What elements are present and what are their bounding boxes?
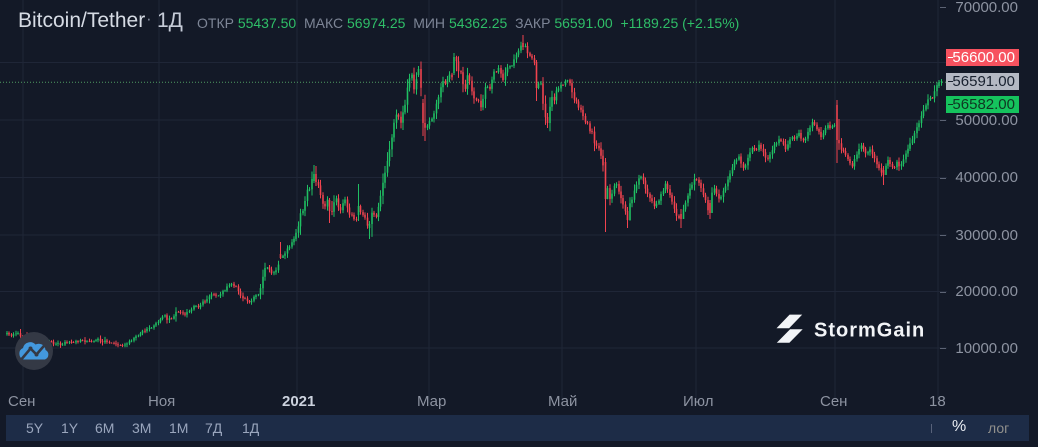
svg-text:StormGain: StormGain: [814, 320, 925, 342]
